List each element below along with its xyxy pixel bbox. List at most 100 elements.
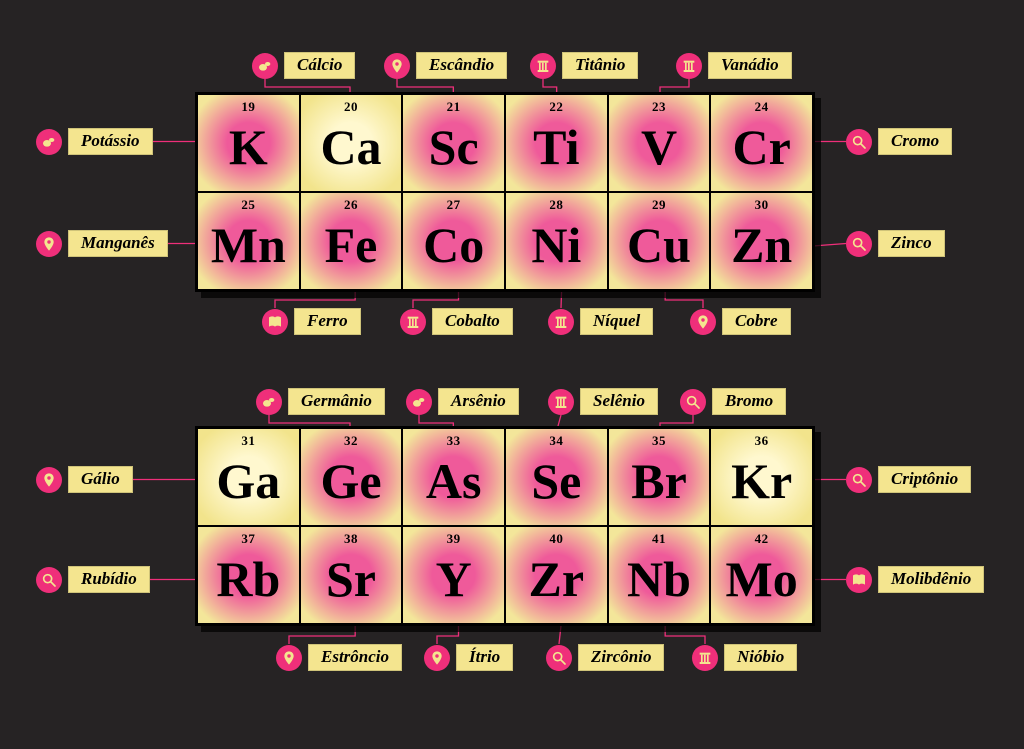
element-name-tag: Arsênio: [438, 388, 519, 415]
element-cell: 34Se: [505, 428, 608, 526]
element-symbol: Zn: [711, 193, 812, 289]
periodic-grid: 31Ga32Ge33As34Se35Br36Kr37Rb38Sr39Y40Zr4…: [195, 426, 815, 626]
element-name-tag: Zinco: [878, 230, 945, 257]
element-symbol: Br: [609, 429, 710, 525]
element-cell: 40Zr: [505, 526, 608, 624]
element-label: Cromo: [846, 128, 952, 155]
element-cell: 35Br: [608, 428, 711, 526]
element-symbol: Ca: [301, 95, 402, 191]
element-cell: 20Ca: [300, 94, 403, 192]
element-symbol: Ge: [301, 429, 402, 525]
element-symbol: K: [198, 95, 299, 191]
element-label: Criptônio: [846, 466, 971, 493]
element-label: Zinco: [846, 230, 945, 257]
element-name-tag: Ferro: [294, 308, 361, 335]
element-label: Bromo: [680, 388, 786, 415]
element-symbol: Sr: [301, 527, 402, 623]
element-cell: 41Nb: [608, 526, 711, 624]
lens-icon: [846, 467, 872, 493]
element-name-tag: Titânio: [562, 52, 638, 79]
element-label: Arsênio: [406, 388, 519, 415]
lens-icon: [680, 389, 706, 415]
lens-icon: [546, 645, 572, 671]
element-symbol: Fe: [301, 193, 402, 289]
element-label: Molibdênio: [846, 566, 984, 593]
element-cell: 26Fe: [300, 192, 403, 290]
element-cell: 28Ni: [505, 192, 608, 290]
element-cell: 38Sr: [300, 526, 403, 624]
element-cell: 19K: [197, 94, 300, 192]
element-name-tag: Níquel: [580, 308, 653, 335]
element-symbol: As: [403, 429, 504, 525]
element-symbol: V: [609, 95, 710, 191]
element-name-tag: Estrôncio: [308, 644, 402, 671]
element-label: Nióbio: [692, 644, 797, 671]
element-name-tag: Rubídio: [68, 566, 150, 593]
element-symbol: Kr: [711, 429, 812, 525]
element-name-tag: Germânio: [288, 388, 385, 415]
pin-icon: [276, 645, 302, 671]
lens-icon: [846, 231, 872, 257]
column-icon: [692, 645, 718, 671]
element-label: Ferro: [262, 308, 361, 335]
element-name-tag: Bromo: [712, 388, 786, 415]
element-symbol: Ni: [506, 193, 607, 289]
element-label: Rubídio: [36, 566, 150, 593]
element-name-tag: Nióbio: [724, 644, 797, 671]
element-name-tag: Potássio: [68, 128, 153, 155]
element-name-tag: Cobalto: [432, 308, 513, 335]
element-label: Manganês: [36, 230, 168, 257]
element-name-tag: Gálio: [68, 466, 133, 493]
element-label: Níquel: [548, 308, 653, 335]
element-cell: 24Cr: [710, 94, 813, 192]
element-symbol: Rb: [198, 527, 299, 623]
element-name-tag: Criptônio: [878, 466, 971, 493]
element-cell: 32Ge: [300, 428, 403, 526]
element-symbol: Se: [506, 429, 607, 525]
pin-icon: [424, 645, 450, 671]
element-cell: 37Rb: [197, 526, 300, 624]
element-symbol: Zr: [506, 527, 607, 623]
blob-icon: [252, 53, 278, 79]
element-name-tag: Selênio: [580, 388, 658, 415]
pin-icon: [384, 53, 410, 79]
column-icon: [548, 309, 574, 335]
periodic-grid: 19K20Ca21Sc22Ti23V24Cr25Mn26Fe27Co28Ni29…: [195, 92, 815, 292]
element-cell: 29Cu: [608, 192, 711, 290]
element-name-tag: Ítrio: [456, 644, 513, 671]
lens-icon: [36, 567, 62, 593]
element-name-tag: Escândio: [416, 52, 507, 79]
blob-icon: [36, 129, 62, 155]
column-icon: [530, 53, 556, 79]
element-label: Gálio: [36, 466, 133, 493]
element-cell: 36Kr: [710, 428, 813, 526]
element-symbol: Nb: [609, 527, 710, 623]
column-icon: [676, 53, 702, 79]
element-cell: 21Sc: [402, 94, 505, 192]
element-cell: 25Mn: [197, 192, 300, 290]
element-symbol: Ti: [506, 95, 607, 191]
element-cell: 42Mo: [710, 526, 813, 624]
pin-icon: [36, 467, 62, 493]
element-cell: 39Y: [402, 526, 505, 624]
lens-icon: [846, 129, 872, 155]
element-cell: 31Ga: [197, 428, 300, 526]
element-name-tag: Manganês: [68, 230, 168, 257]
element-symbol: Y: [403, 527, 504, 623]
element-label: Escândio: [384, 52, 507, 79]
element-label: Selênio: [548, 388, 658, 415]
element-label: Vanádio: [676, 52, 792, 79]
element-name-tag: Cobre: [722, 308, 791, 335]
element-name-tag: Zircônio: [578, 644, 664, 671]
element-cell: 30Zn: [710, 192, 813, 290]
element-symbol: Sc: [403, 95, 504, 191]
book-icon: [846, 567, 872, 593]
blob-icon: [406, 389, 432, 415]
pin-icon: [690, 309, 716, 335]
element-label: Titânio: [530, 52, 638, 79]
element-label: Potássio: [36, 128, 153, 155]
element-cell: 27Co: [402, 192, 505, 290]
element-symbol: Co: [403, 193, 504, 289]
element-symbol: Ga: [198, 429, 299, 525]
element-symbol: Mn: [198, 193, 299, 289]
